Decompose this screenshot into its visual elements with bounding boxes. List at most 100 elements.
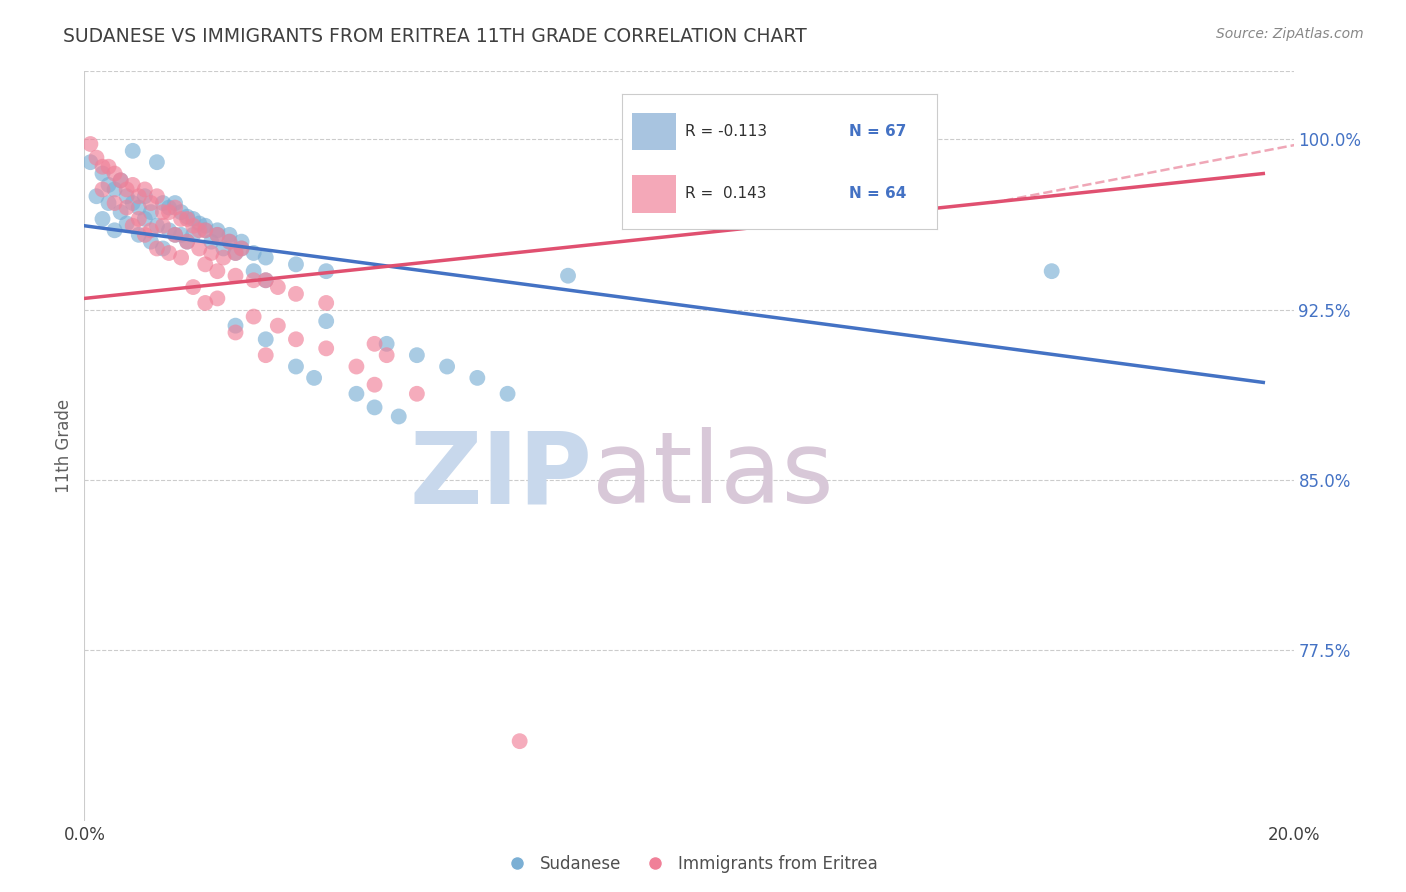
Point — [406, 348, 429, 362]
Point — [86, 151, 108, 165]
Point — [86, 189, 108, 203]
Point — [170, 211, 193, 226]
Point — [115, 217, 138, 231]
Point — [194, 219, 217, 233]
Point — [188, 242, 211, 256]
Point — [170, 205, 193, 219]
Point — [231, 242, 253, 256]
Point — [207, 227, 229, 242]
Point — [188, 223, 211, 237]
Point — [176, 211, 198, 226]
Point — [139, 223, 162, 237]
Point — [152, 219, 174, 233]
Point — [188, 217, 211, 231]
Point — [165, 201, 187, 215]
Point — [436, 359, 458, 374]
Point — [79, 136, 101, 151]
Point — [207, 292, 229, 306]
Point — [346, 359, 368, 374]
Point — [225, 318, 247, 333]
Point — [104, 182, 127, 196]
Point — [315, 296, 337, 310]
Point — [104, 223, 127, 237]
Point — [1040, 264, 1063, 278]
Point — [315, 342, 337, 356]
Point — [242, 264, 264, 278]
Point — [242, 273, 264, 287]
Point — [218, 235, 240, 249]
Point — [152, 242, 174, 256]
Point — [139, 235, 162, 249]
Point — [91, 211, 114, 226]
Text: atlas: atlas — [592, 427, 834, 524]
Point — [207, 227, 229, 242]
Point — [242, 246, 264, 260]
Point — [267, 280, 290, 294]
Point — [285, 332, 308, 346]
Point — [254, 273, 277, 287]
Point — [388, 409, 411, 424]
Point — [139, 196, 162, 211]
Point — [134, 189, 156, 203]
Point — [212, 242, 235, 256]
Point — [181, 219, 204, 233]
Point — [121, 178, 143, 192]
Point — [218, 235, 240, 249]
Point — [121, 219, 143, 233]
Y-axis label: 11th Grade: 11th Grade — [55, 399, 73, 493]
Text: SUDANESE VS IMMIGRANTS FROM ERITREA 11TH GRADE CORRELATION CHART: SUDANESE VS IMMIGRANTS FROM ERITREA 11TH… — [63, 27, 807, 45]
Point — [231, 242, 253, 256]
Point — [176, 235, 198, 249]
Point — [115, 189, 138, 203]
Point — [146, 219, 169, 233]
Point — [176, 210, 198, 224]
Point — [128, 189, 150, 203]
Point — [242, 310, 264, 324]
Point — [363, 377, 385, 392]
Point — [139, 205, 162, 219]
Point — [121, 144, 143, 158]
Point — [406, 386, 429, 401]
Point — [170, 227, 193, 242]
Point — [181, 227, 204, 242]
Point — [194, 223, 217, 237]
Point — [110, 173, 132, 187]
Point — [225, 246, 247, 260]
Point — [225, 268, 247, 283]
Text: ZIP: ZIP — [409, 427, 592, 524]
Point — [509, 734, 531, 748]
Point — [97, 160, 120, 174]
Point — [146, 189, 169, 203]
Point — [315, 314, 337, 328]
Point — [218, 227, 240, 242]
Point — [165, 227, 187, 242]
Point — [165, 227, 187, 242]
Point — [285, 257, 308, 271]
Point — [157, 201, 180, 215]
Point — [285, 359, 308, 374]
Point — [104, 167, 127, 181]
Point — [79, 155, 101, 169]
Point — [231, 235, 253, 249]
Point — [225, 326, 247, 340]
Point — [346, 386, 368, 401]
Point — [363, 336, 385, 351]
Point — [375, 348, 398, 362]
Point — [212, 251, 235, 265]
Point — [254, 251, 277, 265]
Point — [115, 182, 138, 196]
Point — [91, 167, 114, 181]
Point — [157, 205, 180, 219]
Point — [152, 205, 174, 219]
Point — [363, 401, 385, 415]
Point — [200, 246, 222, 260]
Point — [110, 173, 132, 187]
Point — [194, 223, 217, 237]
Point — [375, 336, 398, 351]
Point — [467, 371, 489, 385]
Point — [254, 273, 277, 287]
Point — [200, 235, 222, 249]
Point — [110, 205, 132, 219]
Point — [181, 280, 204, 294]
Point — [194, 257, 217, 271]
